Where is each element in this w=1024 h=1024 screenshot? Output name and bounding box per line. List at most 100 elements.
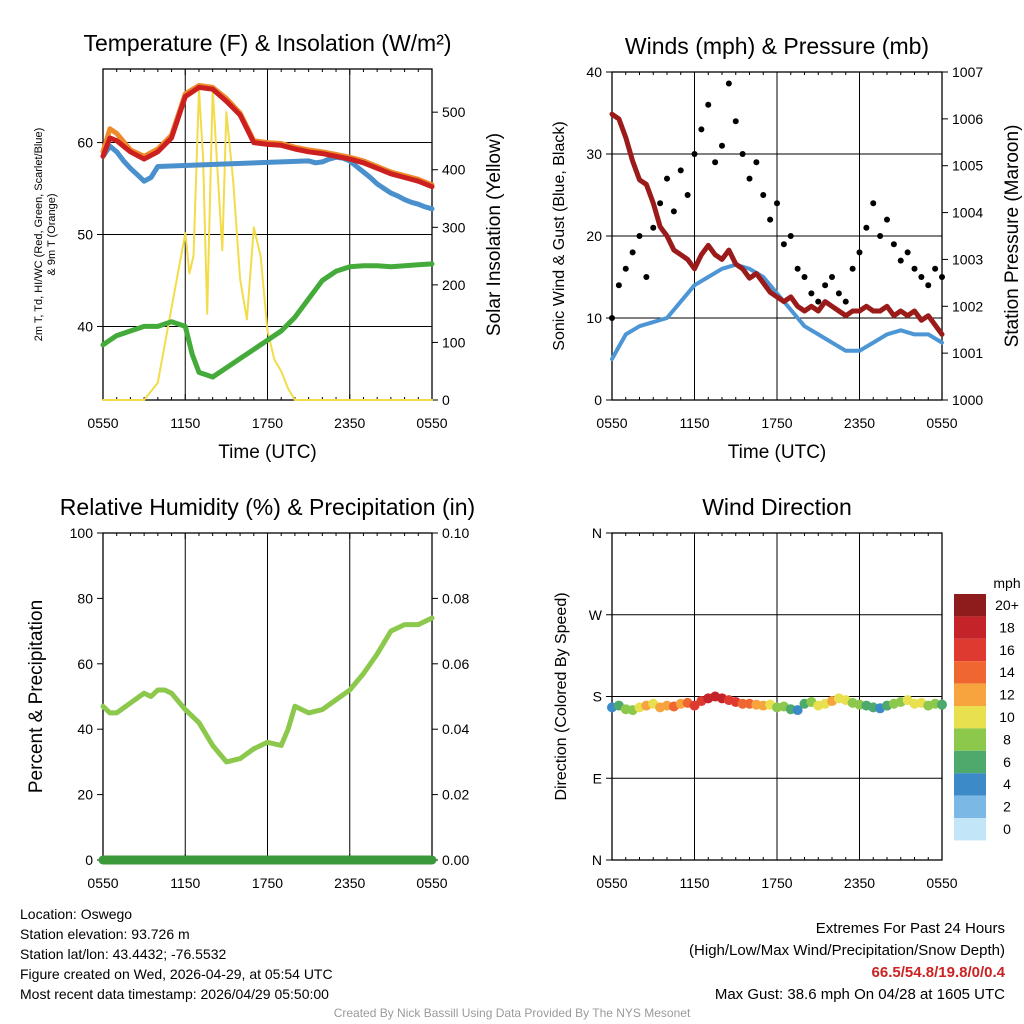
gust-point	[629, 249, 636, 256]
gust-point	[939, 274, 945, 280]
colorbar-swatch	[954, 683, 986, 706]
x-tick-label: 2350	[844, 875, 875, 891]
gust-point	[622, 265, 629, 272]
colorbar-label: 18	[999, 619, 1015, 635]
colorbar-label: 14	[999, 664, 1015, 680]
gust-point	[691, 151, 698, 157]
x-tick-label: 1750	[761, 875, 792, 891]
recent-data-timestamp: Most recent data timestamp: 2026/04/29 0…	[20, 986, 329, 1002]
y-right-tick-label: 200	[442, 277, 466, 293]
gust-point	[719, 142, 725, 149]
y-right-tick-label: 1000	[952, 392, 983, 408]
gust-point	[829, 274, 835, 280]
colorbar-swatch	[954, 706, 986, 729]
colorbar-label: 4	[1003, 776, 1011, 792]
gust-point	[780, 241, 787, 248]
gust-point	[753, 159, 760, 166]
extremes-legend: (High/Low/Max Wind/Precipitation/Snow De…	[689, 942, 1005, 959]
series-2m-temperature	[100, 84, 435, 190]
x-tick-label: 0550	[926, 415, 957, 431]
x-axis-label: Time (UTC)	[728, 442, 827, 463]
y-right-tick-label: 400	[442, 162, 466, 178]
figure-created: Figure created on Wed, 2026-04-29, at 05…	[20, 966, 333, 982]
station-elevation: Station elevation: 93.726 m	[20, 926, 190, 942]
y-axis-label-line1: 2m T, Td, HI/WC (Red, Green, Scarlet/Blu…	[33, 128, 45, 342]
gust-point	[774, 200, 780, 207]
x-tick-label: 1150	[170, 875, 200, 891]
y-tick-label: 0	[594, 392, 602, 408]
y-tick-label: N	[592, 852, 602, 868]
gust-point	[925, 282, 932, 289]
colorbar-label: 20+	[995, 597, 1019, 613]
gust-point	[684, 192, 691, 198]
y-right-tick-label: 1007	[952, 64, 983, 80]
colorbar-swatch	[954, 661, 986, 684]
series-dewpoint	[100, 261, 435, 380]
y-right-tick-label: 1006	[952, 111, 983, 127]
colorbar-swatch	[954, 750, 986, 774]
wind-direction-panel: 0550 1150 1750 2350 0550 Wind Direction N E S W N D…	[553, 494, 958, 891]
colorbar-swatch	[954, 795, 986, 818]
y-right-axis-label: Solar Insolation (Yellow)	[484, 133, 505, 336]
y-axis-label-line2: & 9m T (Orange)	[46, 193, 58, 275]
gust-point	[609, 315, 615, 321]
gust-point	[842, 298, 849, 305]
y-right-tick-label: 0.08	[442, 590, 469, 606]
gust-point	[835, 290, 842, 297]
y-right-tick-label: 1002	[952, 298, 983, 314]
gust-point	[911, 265, 918, 272]
credit-line: Created By Nick Bassill Using Data Provi…	[333, 1006, 691, 1020]
gust-point	[877, 233, 884, 239]
colorbar-swatch	[954, 818, 986, 841]
y-tick-label: N	[592, 525, 602, 541]
station-info: Location: Oswego Station elevation: 93.7…	[20, 904, 333, 1004]
panel-title: Relative Humidity (%) & Precipitation (i…	[60, 494, 475, 520]
y-tick-label: 10	[586, 310, 602, 326]
gust-point	[677, 167, 684, 174]
gust-point	[856, 249, 863, 256]
colorbar-label: 8	[1003, 731, 1011, 747]
y-right-tick-label: 0.02	[442, 787, 469, 803]
y-tick-label: 60	[77, 656, 93, 672]
winds-pressure-panel: 0550 1150 1750 2350 0550 Winds (mph) & Pressu…	[551, 33, 1023, 463]
series-sonic-wind	[610, 262, 944, 361]
gust-point	[712, 159, 719, 166]
colorbar-label: 16	[999, 642, 1015, 658]
gust-point	[787, 233, 794, 239]
x-tick-label: 1750	[761, 415, 792, 431]
series-relative-humidity	[100, 615, 435, 765]
gust-point	[657, 200, 664, 207]
y-right-tick-label: 100	[442, 334, 466, 350]
y-right-tick-label: 300	[442, 219, 466, 235]
gust-point	[698, 126, 705, 133]
y-tick-label: 40	[586, 64, 602, 80]
panel-title: Winds (mph) & Pressure (mb)	[625, 33, 929, 59]
y-right-tick-label: 0.06	[442, 656, 469, 672]
y-right-tick-label: 0	[442, 392, 450, 408]
panel-title: Wind Direction	[702, 494, 852, 520]
y-tick-label: 50	[77, 227, 93, 243]
y-tick-label: E	[593, 770, 602, 786]
gust-point	[664, 175, 670, 182]
series-solar-insolation	[102, 88, 433, 401]
y-right-tick-label: 500	[442, 104, 466, 120]
extremes-title: Extremes For Past 24 Hours	[815, 920, 1005, 937]
colorbar-label: 12	[999, 687, 1015, 703]
y-axis-label: Direction (Colored By Speed)	[553, 592, 570, 800]
colorbar-unit: mph	[993, 575, 1020, 591]
gust-point	[615, 282, 622, 289]
x-axis-label: Time (UTC)	[218, 442, 317, 463]
panel-title: Temperature (F) & Insolation (W/m²)	[83, 30, 451, 56]
station-location: Location: Oswego	[20, 906, 133, 922]
direction-point	[737, 698, 748, 709]
gust-point	[643, 274, 650, 280]
gust-point	[815, 298, 822, 305]
colorbar-swatch	[954, 594, 986, 617]
extremes-box: Extremes For Past 24 Hours (High/Low/Max…	[689, 918, 1005, 1006]
colorbar-label: 10	[999, 709, 1015, 725]
y-tick-label: 80	[77, 590, 93, 606]
y-right-tick-label: 1005	[952, 158, 983, 174]
gust-point	[760, 192, 767, 198]
gust-point	[884, 216, 890, 223]
y-right-axis-label: Station Pressure (Maroon)	[1002, 125, 1023, 348]
